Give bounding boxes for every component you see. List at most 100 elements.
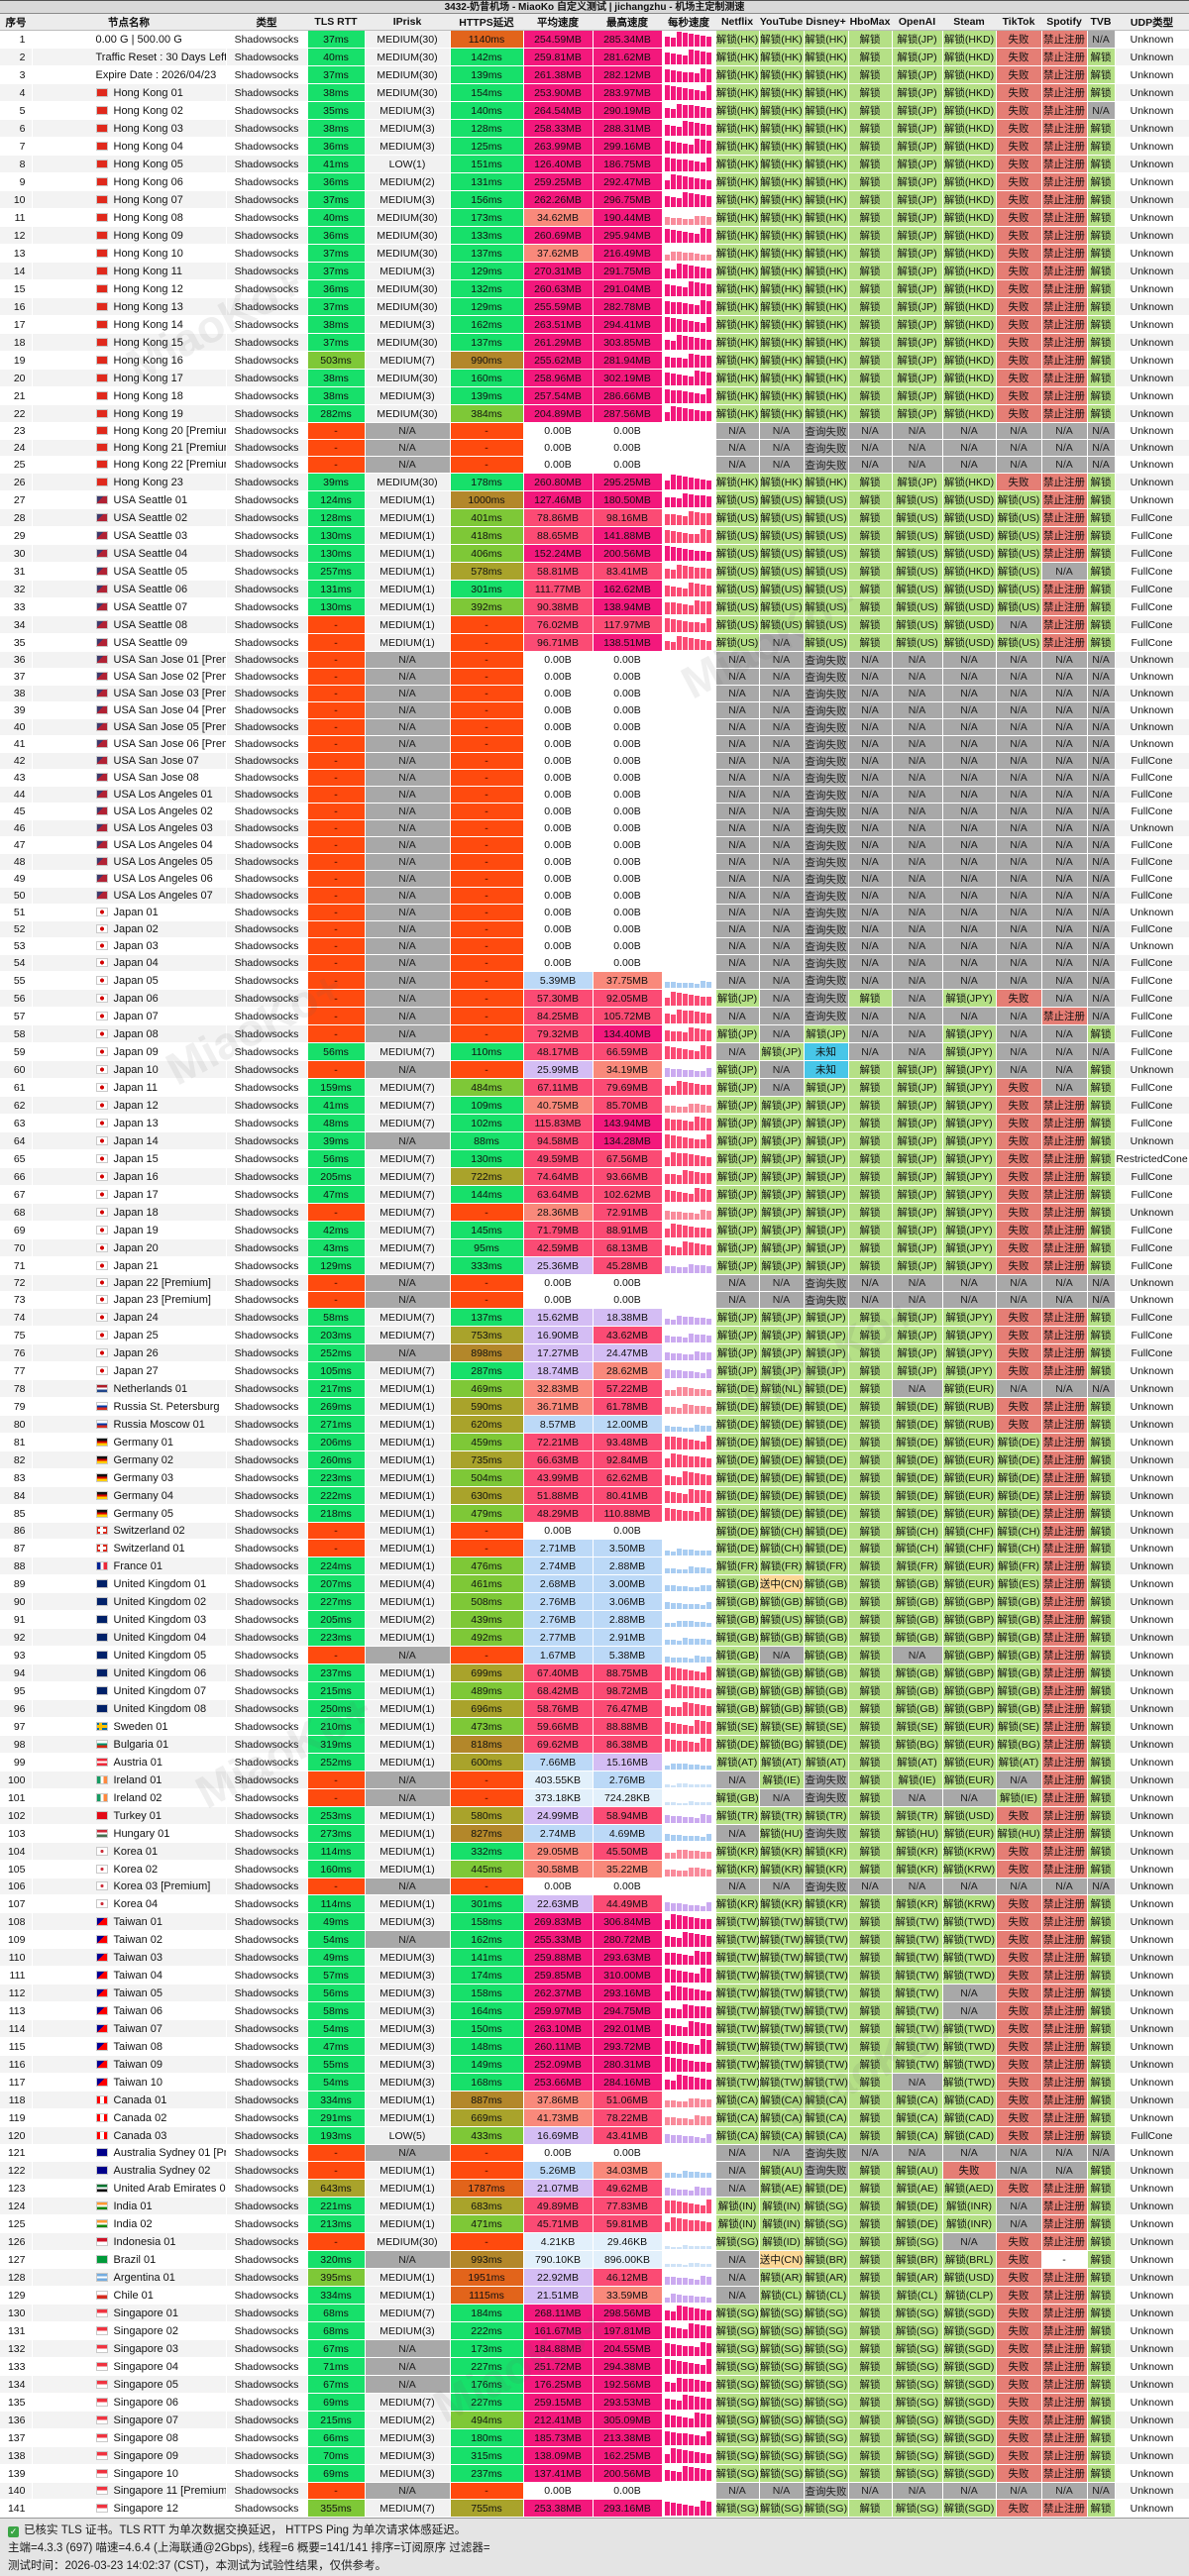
cell-tiktok: 失败 xyxy=(996,1894,1042,1913)
cell-disney: 查询失败 xyxy=(804,439,849,457)
cell-netflix: 解锁(SG) xyxy=(715,2339,760,2358)
country-flag-icon xyxy=(95,2130,108,2140)
https-latency: 154ms xyxy=(450,83,524,102)
speed-sparkline xyxy=(662,1468,716,1487)
max-speed: 98.72MB xyxy=(593,1681,663,1700)
avg-speed: 0.00B xyxy=(523,920,594,938)
cell-hbomax: N/A xyxy=(848,668,893,686)
max-speed: 216.49MB xyxy=(593,244,663,263)
cell-openai: N/A xyxy=(892,701,943,719)
country-flag-icon xyxy=(95,1082,108,1092)
cell-hbomax: 解锁 xyxy=(848,369,893,387)
cell-spotify: N/A xyxy=(1041,718,1088,736)
row-number: 9 xyxy=(0,172,33,191)
cell-disney: 解锁(GB) xyxy=(804,1628,849,1647)
row-number: 101 xyxy=(0,1788,33,1807)
cell-spotify: 禁止注册 xyxy=(1041,386,1088,405)
cell-hbomax: 解锁 xyxy=(848,2286,893,2305)
ip-risk: MEDIUM(3) xyxy=(365,2464,451,2483)
cell-steam: 解锁(JPY) xyxy=(942,989,997,1008)
cell-tvb: 解锁 xyxy=(1087,508,1116,527)
cell-netflix: N/A xyxy=(715,971,760,990)
speed-sparkline xyxy=(662,718,716,736)
cell-tiktok: 解锁(DE) xyxy=(996,1433,1042,1451)
ip-risk: MEDIUM(3) xyxy=(365,2001,451,2020)
row-number: 37 xyxy=(0,668,33,686)
cell-spotify: 禁止注册 xyxy=(1041,1450,1088,1469)
cell-openai: 解锁(CA) xyxy=(892,2091,943,2109)
https-latency: 418ms xyxy=(450,526,524,545)
row-number: 41 xyxy=(0,735,33,753)
node-type: Shadowsocks xyxy=(226,1291,308,1309)
country-flag-icon xyxy=(95,1846,108,1856)
cell-tiktok: 失败 xyxy=(996,1256,1042,1275)
cell-tvb: 解锁 xyxy=(1087,2339,1116,2358)
node-type: Shadowsocks xyxy=(226,562,308,581)
cell-disney: 解锁(JP) xyxy=(804,1308,849,1327)
cell-openai: N/A xyxy=(892,853,943,871)
node-type: Shadowsocks xyxy=(226,685,308,702)
cell-spotify: 禁止注册 xyxy=(1041,244,1088,263)
udp-type: Unknown xyxy=(1115,1060,1189,1079)
ip-risk: MEDIUM(4) xyxy=(365,1574,451,1593)
ip-risk: MEDIUM(1) xyxy=(365,2179,451,2198)
country-flag-icon xyxy=(95,1881,108,1890)
cell-steam: N/A xyxy=(942,1878,997,1895)
table-row: 80 Russia Moscow 01 Shadowsocks 271ms MEDIUM… xyxy=(0,1415,1189,1434)
avg-speed: 2.74MB xyxy=(523,1556,594,1575)
https-latency: 109ms xyxy=(450,1096,524,1115)
cell-steam: 解锁(EUR) xyxy=(942,1574,997,1593)
udp-type: Unknown xyxy=(1115,83,1189,102)
cell-tvb: 解锁 xyxy=(1087,262,1116,280)
ip-risk: N/A xyxy=(365,971,451,990)
cell-hbomax: 解锁 xyxy=(848,1078,893,1097)
cell-tvb: 解锁 xyxy=(1087,1912,1116,1931)
cell-youtube: 解锁(JP) xyxy=(759,1114,805,1132)
cell-tiktok: 失败 xyxy=(996,1397,1042,1416)
cell-openai: N/A xyxy=(892,954,943,972)
cell-netflix: N/A xyxy=(715,2144,760,2162)
node-name: Singapore 03 xyxy=(32,2339,227,2358)
avg-speed: 0.00B xyxy=(523,786,594,804)
table-row: 57 Japan 07 Shadowsocks - N/A -84.25MB 105.72M… xyxy=(0,1007,1189,1025)
ip-risk: MEDIUM(30) xyxy=(365,244,451,263)
cell-tiktok: N/A xyxy=(996,819,1042,837)
ip-risk: N/A xyxy=(365,1646,451,1664)
tls-rtt: - xyxy=(307,904,366,921)
cell-spotify: 禁止注册 xyxy=(1041,615,1088,634)
speed-sparkline xyxy=(662,752,716,770)
table-row: 34 USA Seattle 08 Shadowsocks - MEDIUM(1) -76… xyxy=(0,615,1189,634)
node-name: Russia St. Petersburg xyxy=(32,1397,227,1416)
cell-netflix: 解锁(DE) xyxy=(715,1504,760,1523)
row-number: 97 xyxy=(0,1717,33,1736)
cell-tvb: 解锁 xyxy=(1087,1131,1116,1150)
cell-disney: 解锁(HK) xyxy=(804,226,849,245)
country-flag-icon xyxy=(95,1560,108,1570)
ip-risk: N/A xyxy=(365,989,451,1008)
country-flag-icon xyxy=(95,1401,108,1411)
avg-speed: 0.00B xyxy=(523,439,594,457)
cell-hbomax: 解锁 xyxy=(848,1894,893,1913)
node-type: Shadowsocks xyxy=(226,1860,308,1878)
cell-netflix: 解锁(JP) xyxy=(715,1131,760,1150)
cell-steam: 解锁(CLP) xyxy=(942,2286,997,2305)
node-type: Shadowsocks xyxy=(226,65,308,84)
udp-type: Unknown xyxy=(1115,48,1189,66)
cell-tiktok: 失败 xyxy=(996,1326,1042,1344)
avg-speed: 67.11MB xyxy=(523,1078,594,1097)
cell-spotify: N/A xyxy=(1041,439,1088,457)
cell-openai: 解锁(SG) xyxy=(892,2339,943,2358)
row-number: 135 xyxy=(0,2393,33,2412)
speed-sparkline xyxy=(662,1735,716,1754)
cell-netflix: 解锁(SG) xyxy=(715,2464,760,2483)
tls-rtt: - xyxy=(307,1646,366,1664)
cell-spotify: 禁止注册 xyxy=(1041,1806,1088,1825)
udp-type: FullCone xyxy=(1115,954,1189,972)
cell-disney: 查询失败 xyxy=(804,2482,849,2500)
udp-type: Unknown xyxy=(1115,386,1189,405)
tls-rtt: 215ms xyxy=(307,1681,366,1700)
cell-netflix: 解锁(SG) xyxy=(715,2428,760,2447)
row-number: 87 xyxy=(0,1539,33,1557)
table-row: 109 Taiwan 02 Shadowsocks 54ms N/A 162ms 255.3… xyxy=(0,1930,1189,1949)
tls-rtt: 69ms xyxy=(307,2464,366,2483)
